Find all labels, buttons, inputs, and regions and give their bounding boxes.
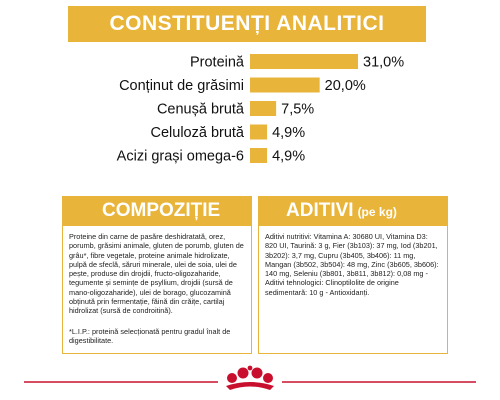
category-label: Acizi grași omega-6 [117,149,244,165]
bar [250,148,268,163]
category-label: Celuloză brută [151,125,245,141]
composition-text: Proteine din carne de pasăre deshidratat… [69,232,244,316]
composition-note: *L.I.P.: proteină selecționată pentru gr… [69,326,231,345]
bar [250,101,277,116]
value-label: 4,9% [272,149,305,165]
composition-header: COMPOZIȚIE [62,196,252,226]
page-title-text: CONSTITUENȚI ANALITICI [109,12,385,35]
additives-panel: Aditivi nutritivi: Vitamina A: 30680 UI,… [258,226,448,354]
bar [250,54,358,69]
value-label: 7,5% [281,102,314,118]
additives-header: ADITIVI (pe kg) [258,196,448,226]
value-label: 4,9% [272,125,305,141]
value-label: 20,0% [325,78,366,94]
bar [250,124,268,140]
footer [24,365,476,390]
page-title: CONSTITUENȚI ANALITICI [68,6,426,42]
composition-panel: Proteine din carne de pasăre deshidratat… [62,226,252,354]
additives-title: ADITIVI [286,200,354,221]
category-label: Cenușă brută [157,102,245,118]
additives-text: Aditivi nutritivi: Vitamina A: 30680 UI,… [265,232,439,297]
category-label: Proteină [190,55,245,71]
additives-unit: (pe kg) [357,205,397,219]
value-label: 31,0% [363,55,404,71]
category-label: Conținut de grăsimi [119,78,244,94]
royal-canin-crown-icon [226,365,274,390]
bar [250,77,320,93]
analytic-constituents-chart: Proteină 31,0% Conținut de grăsimi 20,0% Cen… [117,54,404,165]
composition-title: COMPOZIȚIE [102,200,221,221]
